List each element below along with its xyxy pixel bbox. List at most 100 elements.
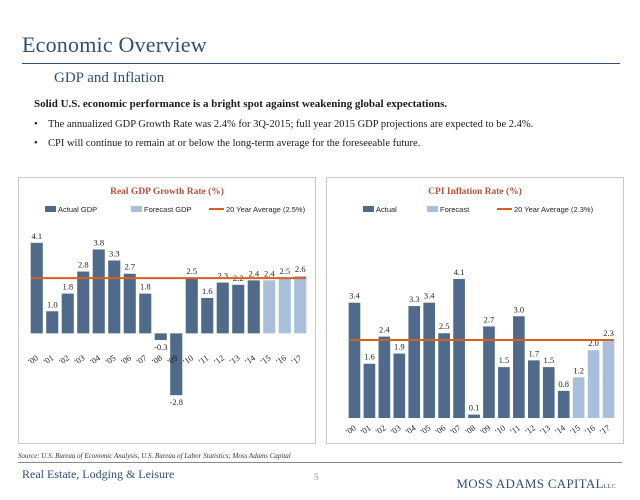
value-label-9: -2.8 [170,397,183,407]
x-tick-label-8: '08 [463,423,477,437]
value-label-3: 2.8 [78,260,89,270]
bar-actual-11 [201,298,214,334]
bar-actual-3 [77,271,90,334]
x-tick-label-14: '14 [553,422,568,436]
x-tick-label-9: '09 [166,353,180,367]
legend-label-1: Forecast [440,205,470,214]
value-label-12: 2.3 [217,271,228,281]
bar-actual-9 [170,333,183,396]
value-label-15: 2.4 [264,268,275,278]
value-label-0: 4.1 [31,231,42,241]
x-tick-label-6: '06 [119,353,133,367]
value-label-9: 2.7 [484,314,495,324]
bar-actual-14 [247,280,260,334]
bar-forecast-15 [263,280,276,334]
legend-swatch-0 [363,206,374,212]
value-label-2: 1.8 [62,282,73,292]
cpi-chart-panel: CPI Inflation Rate (%) Actual Forecast 20 Y… [326,177,624,444]
value-label-5: 3.3 [109,248,120,258]
chart-title: CPI Inflation Rate (%) [428,186,522,197]
bar-actual-6 [438,333,450,418]
x-tick-label-5: '05 [104,353,118,367]
brand-suffix: LLC [603,484,616,490]
bar-actual-1 [46,311,59,334]
x-tick-label-17: '17 [598,423,612,437]
x-tick-label-1: '01 [42,353,56,367]
value-label-10: 2.5 [186,266,197,276]
bar-forecast-17 [602,340,615,418]
page-subtitle: GDP and Inflation [54,70,165,86]
bar-actual-0 [30,242,43,334]
bar-actual-1 [363,363,376,418]
bar-actual-8 [154,333,167,340]
bar-forecast-15 [572,377,585,418]
lead-statement: Solid U.S. economic performance is a bri… [34,98,448,110]
value-label-0: 3.4 [349,291,360,301]
bar-actual-13 [232,284,245,334]
x-tick-label-2: '02 [57,353,71,367]
bar-actual-9 [483,326,495,418]
legend-label-0: Actual [376,205,397,214]
value-label-16: 2.5 [279,266,290,276]
bar-actual-2 [378,336,391,418]
value-label-14: 0.8 [558,379,569,389]
value-label-2: 2.4 [379,325,390,335]
x-tick-label-4: '04 [404,422,419,436]
bar-actual-10 [498,367,510,418]
x-tick-label-2: '02 [374,423,388,437]
legend-swatch-1 [131,206,142,212]
value-label-4: 3.3 [409,294,420,304]
bullet-list: The annualized GDP Growth Rate was 2.4% … [34,118,624,156]
x-tick-label-11: '11 [197,353,211,367]
x-tick-label-10: '10 [181,353,195,367]
value-label-13: 1.5 [543,355,554,365]
bar-actual-4 [408,306,421,418]
legend-label-0: Actual GDP [58,205,97,214]
footer-divider [18,462,622,463]
source-note: Source: U.S. Bureau of Economic Analysis… [18,452,291,460]
bar-actual-8 [468,414,480,418]
bar-actual-7 [453,278,465,418]
value-label-3: 1.9 [394,342,405,352]
x-tick-label-15: '15 [568,423,582,437]
bar-actual-10 [185,278,198,334]
brand-name: MOSS ADAMS CAPITAL [456,476,604,491]
cpi-chart: CPI Inflation Rate (%) Actual Forecast 20 Y… [344,186,615,437]
title-divider [22,63,620,64]
x-tick-label-12: '12 [523,423,537,437]
value-label-17: 2.3 [603,328,614,338]
x-tick-label-8: '08 [150,353,164,367]
bar-forecast-17 [294,275,307,334]
x-tick-label-9: '09 [478,423,492,437]
x-tick-label-17: '17 [290,353,304,367]
bar-actual-12 [216,282,229,334]
legend-label-1: Forecast GDP [144,205,192,214]
x-tick-label-16: '16 [583,423,597,437]
legend-label-2: 20 Year Average (2.3%) [514,205,594,214]
bar-actual-2 [61,293,74,334]
value-label-11: 1.6 [202,286,213,296]
value-label-10: 1.5 [499,355,510,365]
bar-actual-11 [513,316,525,418]
value-label-6: 2.7 [124,262,135,272]
bullet-cpi: CPI will continue to remain at or below … [34,137,624,150]
x-tick-label-4: '04 [88,352,103,366]
bullet-gdp: The annualized GDP Growth Rate was 2.4% … [34,118,624,131]
x-tick-label-7: '07 [135,353,149,367]
value-label-8: 0.1 [469,403,480,413]
gdp-chart-panel: Real GDP Growth Rate (%) Actual GDP Foreca… [18,177,316,444]
x-tick-label-14: '14 [243,352,258,366]
legend-swatch-1 [427,206,438,212]
bar-forecast-16 [587,350,600,418]
value-label-1: 1.6 [364,352,375,362]
bar-forecast-16 [278,278,291,334]
x-tick-label-13: '13 [228,353,242,367]
bar-actual-4 [92,249,105,334]
bar-actual-6 [123,273,136,334]
value-label-4: 3.8 [93,237,104,247]
x-tick-label-15: '15 [259,353,273,367]
bar-actual-14 [557,390,570,418]
x-tick-label-11: '11 [508,423,522,437]
x-tick-label-1: '01 [359,423,373,437]
footer-section-label: Real Estate, Lodging & Leisure [22,467,175,481]
